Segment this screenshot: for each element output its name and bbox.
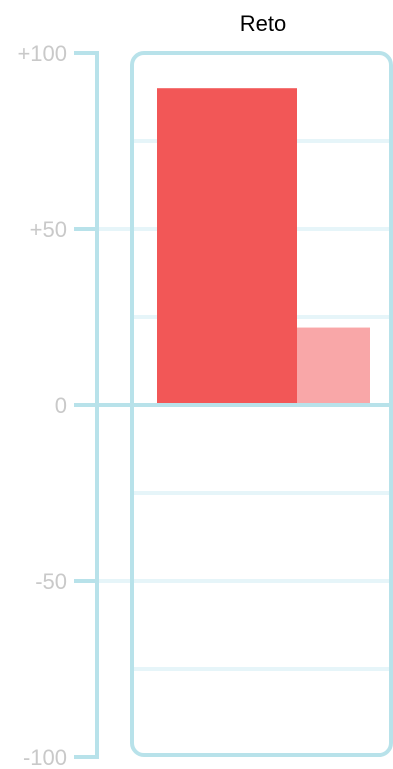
chart-title: Reto — [240, 11, 286, 36]
bar-2 — [297, 327, 370, 405]
y-axis — [74, 51, 99, 759]
y-tick-label: 0 — [55, 393, 67, 418]
y-tick-label: -50 — [35, 569, 67, 594]
y-tick-label: +100 — [17, 41, 67, 66]
bar-1 — [157, 88, 297, 405]
y-tick-labels: +100 +50 0 -50 -100 — [17, 41, 67, 769]
bars — [157, 88, 370, 405]
y-tick-label: +50 — [30, 217, 67, 242]
y-tick-label: -100 — [23, 745, 67, 769]
